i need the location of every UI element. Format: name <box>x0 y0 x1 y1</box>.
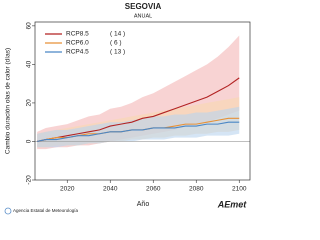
agency-name: Agencia Estatal de Meteorología <box>13 208 79 213</box>
x-tick-label: 2100 <box>232 186 247 193</box>
x-tick-label: 2080 <box>189 186 204 193</box>
legend-label: RCP4.5 <box>66 49 89 56</box>
y-tick-label: -20 <box>26 175 33 185</box>
legend-models: ( 14 ) <box>110 31 125 38</box>
x-axis-label: Año <box>137 201 150 208</box>
agency-logo-icon <box>4 207 12 215</box>
legend-label: RCP6.0 <box>66 40 89 47</box>
legend-models: ( 13 ) <box>110 49 125 56</box>
y-axis-label: Cambio duración olas de calor (días) <box>5 48 12 154</box>
uncertainty-band <box>37 106 240 148</box>
legend-label: RCP8.5 <box>66 31 89 38</box>
chart-title: SEGOVIA <box>125 2 162 11</box>
x-tick-label: 2060 <box>146 186 161 193</box>
y-tick-label: 20 <box>26 99 33 107</box>
logo: AEmet <box>217 199 248 209</box>
legend-models: ( 6 ) <box>110 40 122 47</box>
series-line <box>37 121 240 143</box>
y-tick-label: 40 <box>26 60 33 68</box>
plot-frame <box>34 21 251 181</box>
chart-subtitle: ANUAL <box>134 13 152 19</box>
x-tick-label: 2020 <box>60 186 75 193</box>
y-tick-label: 0 <box>26 139 33 143</box>
y-tick-label: 60 <box>26 22 33 30</box>
x-tick-label: 2040 <box>103 186 118 193</box>
chart: SEGOVIA ANUAL Año Cambio duración olas d… <box>4 2 251 215</box>
series-line <box>37 77 240 143</box>
